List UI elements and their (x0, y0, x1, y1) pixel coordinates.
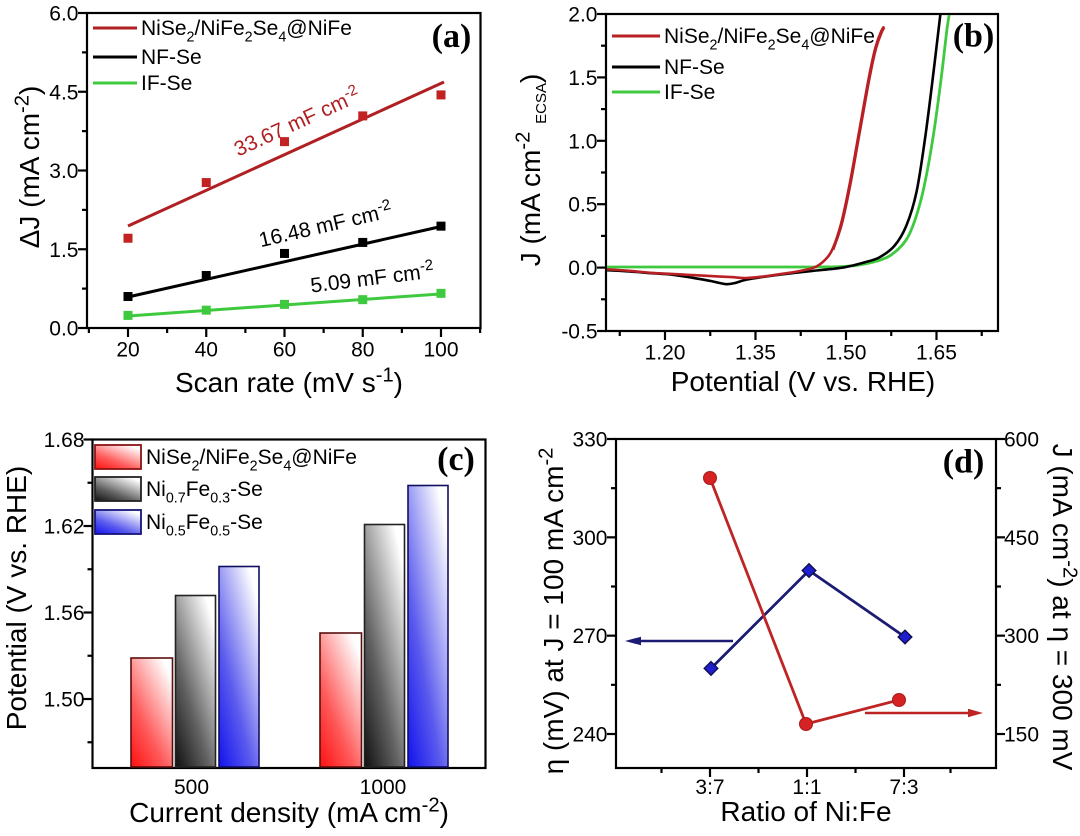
svg-text:0.0: 0.0 (568, 257, 597, 280)
svg-text:1000: 1000 (360, 776, 407, 799)
svg-text:20: 20 (116, 339, 139, 362)
svg-text:η (mV) at J = 100 mA cm-2​: η (mV) at J = 100 mA cm-2​ (535, 448, 569, 775)
svg-text:J (mA cm-2​ ECSA): J (mA cm-2​ ECSA) (512, 74, 550, 267)
svg-text:(d): (d) (943, 444, 985, 481)
svg-text:450: 450 (1004, 527, 1039, 550)
svg-text:16.48 mF cm-2​: 16.48 mF cm-2​ (256, 196, 394, 252)
svg-text:0.5: 0.5 (568, 194, 597, 217)
svg-text:(b): (b) (953, 18, 995, 55)
svg-text:3.0: 3.0 (49, 160, 78, 183)
svg-text:ΔJ (mA cm-2​): ΔJ (mA cm-2​) (11, 86, 45, 249)
svg-text:7:3: 7:3 (889, 776, 918, 799)
svg-text:IF-Se: IF-Se (664, 81, 715, 104)
svg-text:NF-Se: NF-Se (141, 46, 202, 69)
svg-text:500: 500 (174, 776, 209, 799)
svg-text:1:1: 1:1 (792, 776, 821, 799)
svg-text:Current density (mA cm-2​): Current density (mA cm-2​) (129, 794, 449, 828)
svg-text:Potential (V vs. RHE): Potential (V vs. RHE) (1, 466, 32, 731)
svg-text:270: 270 (572, 625, 607, 648)
svg-text:150: 150 (1004, 723, 1039, 746)
svg-text:6.0: 6.0 (49, 3, 78, 26)
svg-text:Ratio of Ni:Fe: Ratio of Ni:Fe (720, 796, 891, 827)
svg-text:330: 330 (572, 429, 607, 452)
svg-text:100: 100 (423, 339, 458, 362)
svg-text:Ni0.5​Fe0.5​-Se: Ni0.5​Fe0.5​-Se (146, 511, 263, 539)
svg-text:NiSe2​/NiFe2​Se4​@NiFe: NiSe2​/NiFe2​Se4​@NiFe (664, 25, 875, 53)
svg-text:1.68: 1.68 (44, 429, 85, 452)
svg-text:Potential (V vs. RHE): Potential (V vs. RHE) (671, 366, 936, 397)
svg-text:1.35: 1.35 (735, 342, 776, 365)
svg-text:600: 600 (1004, 429, 1039, 452)
svg-text:Scan rate (mV s-1​): Scan rate (mV s-1​) (175, 364, 403, 398)
svg-text:IF-Se: IF-Se (141, 72, 192, 95)
svg-text:NiSe2​/NiFe2​Se4​@NiFe: NiSe2​/NiFe2​Se4​@NiFe (141, 17, 352, 45)
svg-text:1.0: 1.0 (568, 130, 597, 153)
svg-text:1.50: 1.50 (44, 689, 85, 712)
svg-text:1.20: 1.20 (645, 342, 686, 365)
svg-text:1.5: 1.5 (568, 67, 597, 90)
svg-text:40: 40 (195, 339, 218, 362)
svg-text:1.50: 1.50 (826, 342, 867, 365)
svg-text:-0.5: -0.5 (561, 321, 597, 344)
svg-text:1.62: 1.62 (44, 516, 85, 539)
svg-text:300: 300 (1004, 625, 1039, 648)
svg-text:J (mA cm-2​) at η = 300 mV: J (mA cm-2​) at η = 300 mV (1047, 444, 1080, 771)
svg-text:4.5: 4.5 (49, 81, 78, 104)
svg-text:80: 80 (351, 339, 374, 362)
svg-text:(a): (a) (432, 18, 472, 55)
svg-text:60: 60 (273, 339, 296, 362)
svg-text:NiSe2​/NiFe2​Se4​@NiFe: NiSe2​/NiFe2​Se4​@NiFe (146, 446, 357, 474)
svg-text:(c): (c) (437, 441, 475, 478)
svg-text:1.65: 1.65 (916, 342, 957, 365)
svg-text:3:7: 3:7 (695, 776, 724, 799)
svg-text:0.0: 0.0 (49, 318, 78, 341)
svg-text:300: 300 (572, 527, 607, 550)
svg-text:NF-Se: NF-Se (664, 56, 725, 79)
svg-text:1.56: 1.56 (44, 602, 85, 625)
svg-text:Ni0.7​Fe0.3​-Se: Ni0.7​Fe0.3​-Se (146, 478, 263, 506)
svg-text:240: 240 (572, 724, 607, 747)
svg-text:5.09 mF cm-2​: 5.09 mF cm-2​ (309, 257, 436, 298)
svg-text:2.0: 2.0 (568, 4, 597, 27)
svg-text:1.5: 1.5 (49, 239, 78, 262)
